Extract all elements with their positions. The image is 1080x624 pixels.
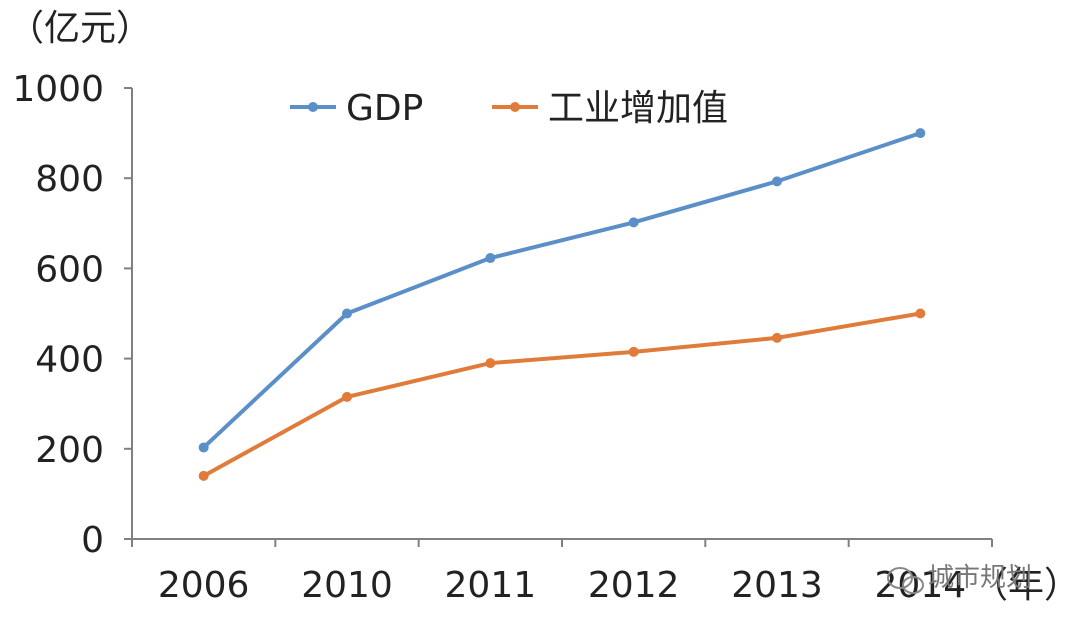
- y-tick-label: 400: [35, 340, 104, 381]
- y-tick-label: 1000: [12, 69, 104, 110]
- legend-item: GDP: [290, 88, 423, 129]
- data-point: [198, 442, 209, 453]
- x-axis-unit: （年）: [972, 565, 1080, 606]
- watermark-text: 城市规划: [928, 563, 1032, 593]
- data-point: [342, 308, 352, 319]
- series-0: [198, 128, 926, 453]
- legend-item: 工业增加值: [492, 88, 728, 129]
- series-line: [201, 131, 923, 450]
- data-point: [628, 346, 639, 357]
- legend-label: 工业增加值: [548, 88, 728, 129]
- y-tick-label: 800: [35, 159, 104, 200]
- y-tick-label: 200: [35, 430, 104, 471]
- data-point: [772, 176, 782, 187]
- series-layer: [198, 128, 926, 481]
- x-tick-label: 2006: [158, 565, 250, 606]
- y-tick-label: 600: [35, 249, 104, 290]
- x-tick-label: 2012: [588, 565, 680, 606]
- data-point: [198, 470, 209, 481]
- legend-marker: [308, 102, 318, 112]
- data-point: [915, 128, 926, 139]
- x-axis: 2006 2010 2011 2012 2013 2014: [131, 538, 993, 606]
- x-tick-label: 2013: [731, 565, 823, 606]
- y-axis: 0 200 400 600 800 1000: [12, 69, 133, 561]
- data-point: [485, 358, 496, 369]
- y-tick-label: 0: [81, 520, 104, 561]
- series-1: [198, 308, 926, 481]
- series-line: [201, 311, 923, 478]
- data-point: [628, 217, 639, 228]
- x-tick-label: 2011: [445, 565, 537, 606]
- watermark: 城市规划: [887, 563, 1032, 594]
- data-point: [485, 253, 496, 264]
- legend-marker: [510, 102, 520, 112]
- x-tick-label: 2010: [301, 565, 393, 606]
- wechat-icon: [887, 567, 924, 594]
- data-point: [342, 391, 352, 402]
- y-axis-unit: （亿元）: [8, 8, 152, 49]
- legend-label: GDP: [346, 88, 423, 129]
- data-point: [772, 332, 782, 343]
- legend: GDP 工业增加值: [290, 88, 728, 129]
- data-point: [915, 308, 926, 319]
